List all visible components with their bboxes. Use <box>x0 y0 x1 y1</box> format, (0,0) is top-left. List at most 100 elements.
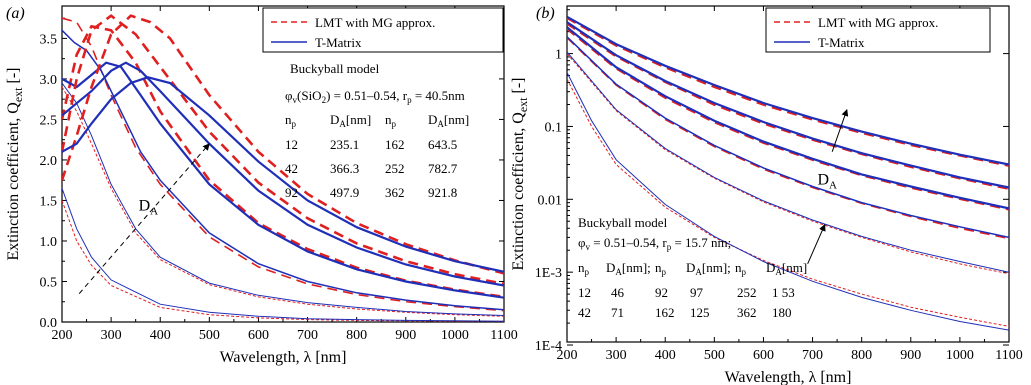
y-tick-label: 1.5 <box>40 194 58 209</box>
arrow-label: DA <box>817 171 837 191</box>
table-header-cell: DA[nm] <box>766 260 807 277</box>
series-lmt-np42 <box>567 53 1009 275</box>
volume-fraction-line: φv = 0.51–0.54, rp = 15.7 nm; <box>578 235 731 252</box>
table-header: np DA[nm]; np DA[nm]; np DA[nm] <box>578 260 807 277</box>
y-axis-label: Extinction coefficient, Qext [-] <box>5 68 25 261</box>
table-cell: 162 <box>655 305 675 320</box>
series-group <box>567 15 1009 331</box>
x-tick-label: 700 <box>802 348 823 363</box>
series-tmatrix-np162 <box>62 61 504 299</box>
x-tick-label: 1000 <box>441 328 469 343</box>
table-cell: 235.1 <box>330 137 359 152</box>
model-annotation: Buckyball model φv(SiO2) = 0.51–0.54, rp … <box>78 61 469 294</box>
table-cell: 180 <box>772 305 792 320</box>
x-tick-label: 900 <box>395 328 416 343</box>
series-lmt-np92 <box>567 37 1009 240</box>
table-cell: 125 <box>690 305 710 320</box>
table-cell: 42 <box>285 161 298 176</box>
table-cell: 362 <box>385 185 405 200</box>
x-tick-label: 400 <box>655 348 676 363</box>
legend-box <box>262 7 504 53</box>
table-cell: 362 <box>737 305 757 320</box>
table-header-cell: np <box>285 112 297 129</box>
x-tick-label: 500 <box>199 328 220 343</box>
table-header-cell: np <box>385 112 397 129</box>
increase-arrow-lower <box>807 223 826 265</box>
volume-fraction-line: φv(SiO2) = 0.51–0.54, rp = 40.5nm <box>285 88 465 105</box>
y-tick-label: 0.0 <box>40 316 58 331</box>
table-header-cell: DA[nm] <box>330 112 371 129</box>
table-header-cell: DA[nm] <box>428 112 469 129</box>
y-tick-label: 2.0 <box>40 154 58 169</box>
series-tmatrix-np252 <box>62 61 504 287</box>
series-group <box>62 14 504 322</box>
table-cell: 42 <box>578 305 591 320</box>
chart-panel-a: 200 300 400 500 600 700 800 900 1000 1100 0.0 0.5 1.… <box>5 5 518 366</box>
x-axis-label: Wavelength, λ [nm] <box>220 349 347 366</box>
y-tick-label: 0.01 <box>538 193 563 208</box>
x-tick-label: 1000 <box>946 348 974 363</box>
y-tick-label: 1 <box>555 48 562 63</box>
legend: LMT with MG approx. T-Matrix <box>262 7 504 53</box>
series-tmatrix-np92 <box>62 29 504 311</box>
table-cell: 92 <box>655 285 668 300</box>
arrow-label: DA <box>139 198 159 218</box>
x-tick-label: 200 <box>557 348 578 363</box>
table-cell: 643.5 <box>428 137 457 152</box>
table-header-cell: np <box>735 260 747 277</box>
series-tmatrix-np92 <box>567 36 1009 239</box>
x-tick-label: 300 <box>606 348 627 363</box>
x-tick-label: 800 <box>851 348 872 363</box>
table-cell: 252 <box>737 285 757 300</box>
series-tmatrix-np12 <box>567 72 1009 331</box>
x-tick-label: 600 <box>753 348 774 363</box>
x-tick-label: 400 <box>150 328 171 343</box>
table-cell: 366.3 <box>330 161 359 176</box>
x-tick-label: 700 <box>297 328 318 343</box>
table-cell: 71 <box>611 305 624 320</box>
table-cell: 12 <box>578 285 591 300</box>
series-tmatrix-np252 <box>567 21 1009 189</box>
table-header: np DA[nm] np DA[nm] <box>285 112 469 129</box>
table-cell: 497.9 <box>330 185 359 200</box>
table-header-cell: DA[nm]; <box>686 260 731 277</box>
x-tick-label: 1100 <box>490 328 517 343</box>
model-annotation: Buckyball model φv = 0.51–0.54, rp = 15.7… <box>578 108 849 320</box>
table-cell: 92 <box>285 185 298 200</box>
y-tick-label: 3.5 <box>40 32 58 47</box>
table-cell: 921.8 <box>428 185 457 200</box>
table-header-cell: np <box>578 260 590 277</box>
panel-label: (b) <box>536 5 555 22</box>
series-lmt-np162 <box>567 27 1009 211</box>
y-tick-label: 2.5 <box>40 113 58 128</box>
series-lmt-np12 <box>567 78 1009 327</box>
chart-panel-b: 200 300 400 500 600 700 800 900 1000 1100 1E-4 1E-3… <box>510 5 1023 385</box>
series-tmatrix-np162 <box>567 26 1009 210</box>
series-lmt-np162 <box>62 24 504 299</box>
x-tick-label: 800 <box>346 328 367 343</box>
x-axis-label: Wavelength, λ [nm] <box>725 369 852 385</box>
legend-label: LMT with MG approx. <box>818 15 938 30</box>
x-tick-label: 900 <box>900 348 921 363</box>
table-header-cell: DA[nm]; <box>606 260 651 277</box>
legend-box <box>765 7 991 53</box>
series-tmatrix-np362 <box>62 76 504 273</box>
series-tmatrix-np42 <box>62 82 504 316</box>
y-tick-label: 1.0 <box>40 235 58 250</box>
x-tick-label: 500 <box>704 348 725 363</box>
legend-label: T-Matrix <box>818 35 865 50</box>
y-tick-label: 0.5 <box>40 275 58 290</box>
table-cell: 46 <box>611 285 625 300</box>
table-cell: 97 <box>690 285 704 300</box>
x-tick-label: 300 <box>101 328 122 343</box>
model-title: Buckyball model <box>578 215 668 230</box>
y-tick-label: 1E-4 <box>535 339 562 354</box>
y-axis-label: Extinction coefficient, Qext [-] <box>510 78 530 271</box>
legend-label: T-Matrix <box>315 35 362 50</box>
series-tmatrix-np12 <box>62 188 504 322</box>
series-lmt-np42 <box>62 86 504 317</box>
series-lmt-np362 <box>62 14 504 275</box>
panel-label: (a) <box>6 5 25 22</box>
x-tick-label: 200 <box>52 328 73 343</box>
